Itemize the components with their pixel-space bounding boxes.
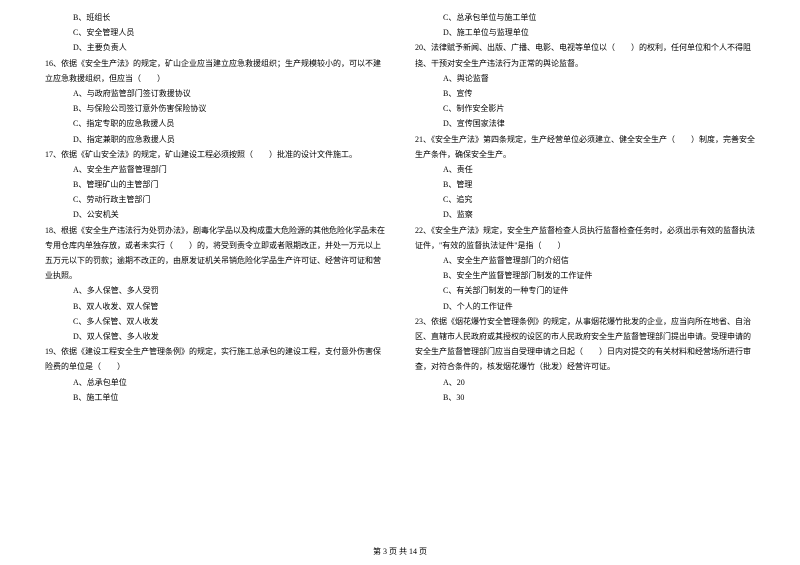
option-text: D、公安机关 bbox=[45, 207, 385, 222]
option-text: B、管理 bbox=[415, 177, 755, 192]
option-text: B、与保险公司签订意外伤害保险协议 bbox=[45, 101, 385, 116]
question-text: 19、依据《建设工程安全生产管理条例》的规定，实行施工总承包的建设工程，支付意外… bbox=[45, 344, 385, 374]
option-text: C、总承包单位与施工单位 bbox=[415, 10, 755, 25]
option-text: D、宣传国家法律 bbox=[415, 116, 755, 131]
option-text: A、安全生产监督管理部门 bbox=[45, 162, 385, 177]
option-text: C、多人保管、双人收发 bbox=[45, 314, 385, 329]
question-text: 20、法律赋予新闻、出版、广播、电影、电视等单位以（ ）的权利，任何单位和个人不… bbox=[415, 40, 755, 70]
page-container: B、班组长 C、安全管理人员 D、主要负责人 16、依据《安全生产法》的规定，矿… bbox=[0, 0, 800, 565]
option-text: C、劳动行政主管部门 bbox=[45, 192, 385, 207]
option-text: C、有关部门制发的一种专门的证件 bbox=[415, 283, 755, 298]
question-text: 21、《安全生产法》第四条规定，生产经营单位必须建立、健全安全生产（ ）制度，完… bbox=[415, 132, 755, 162]
option-text: A、20 bbox=[415, 375, 755, 390]
option-text: D、监察 bbox=[415, 207, 755, 222]
option-text: C、指定专职的应急救援人员 bbox=[45, 116, 385, 131]
option-text: A、多人保管、多人受罚 bbox=[45, 283, 385, 298]
question-text: 16、依据《安全生产法》的规定，矿山企业应当建立应急救援组织；生产规模较小的，可… bbox=[45, 56, 385, 86]
option-text: B、班组长 bbox=[45, 10, 385, 25]
option-text: C、安全管理人员 bbox=[45, 25, 385, 40]
option-text: B、施工单位 bbox=[45, 390, 385, 405]
option-text: D、个人的工作证件 bbox=[415, 299, 755, 314]
question-text: 18、根据《安全生产违法行为处罚办法》，剧毒化学品以及构成重大危险源的其他危险化… bbox=[45, 223, 385, 284]
option-text: D、主要负责人 bbox=[45, 40, 385, 55]
question-text: 23、依据《烟花爆竹安全管理条例》的规定，从事烟花爆竹批发的企业，应当向所在地省… bbox=[415, 314, 755, 375]
option-text: A、安全生产监督管理部门的介绍信 bbox=[415, 253, 755, 268]
left-column: B、班组长 C、安全管理人员 D、主要负责人 16、依据《安全生产法》的规定，矿… bbox=[30, 10, 400, 540]
option-text: A、总承包单位 bbox=[45, 375, 385, 390]
option-text: C、制作安全影片 bbox=[415, 101, 755, 116]
option-text: B、双人收发、双人保管 bbox=[45, 299, 385, 314]
option-text: D、施工单位与监理单位 bbox=[415, 25, 755, 40]
option-text: A、舆论监督 bbox=[415, 71, 755, 86]
question-text: 17、依据《矿山安全法》的规定，矿山建设工程必须按照（ ）批准的设计文件施工。 bbox=[45, 147, 385, 162]
right-column: C、总承包单位与施工单位 D、施工单位与监理单位 20、法律赋予新闻、出版、广播… bbox=[400, 10, 770, 540]
option-text: B、安全生产监督管理部门制发的工作证件 bbox=[415, 268, 755, 283]
option-text: D、双人保管、多人收发 bbox=[45, 329, 385, 344]
option-text: B、管理矿山的主管部门 bbox=[45, 177, 385, 192]
option-text: D、指定兼职的应急救援人员 bbox=[45, 132, 385, 147]
option-text: B、30 bbox=[415, 390, 755, 405]
page-footer: 第 3 页 共 14 页 bbox=[0, 546, 800, 557]
question-text: 22、《安全生产法》规定，安全生产监督检查人员执行监督检查任务时，必须出示有效的… bbox=[415, 223, 755, 253]
option-text: B、宣传 bbox=[415, 86, 755, 101]
option-text: C、追究 bbox=[415, 192, 755, 207]
option-text: A、责任 bbox=[415, 162, 755, 177]
option-text: A、与政府监管部门签订救援协议 bbox=[45, 86, 385, 101]
